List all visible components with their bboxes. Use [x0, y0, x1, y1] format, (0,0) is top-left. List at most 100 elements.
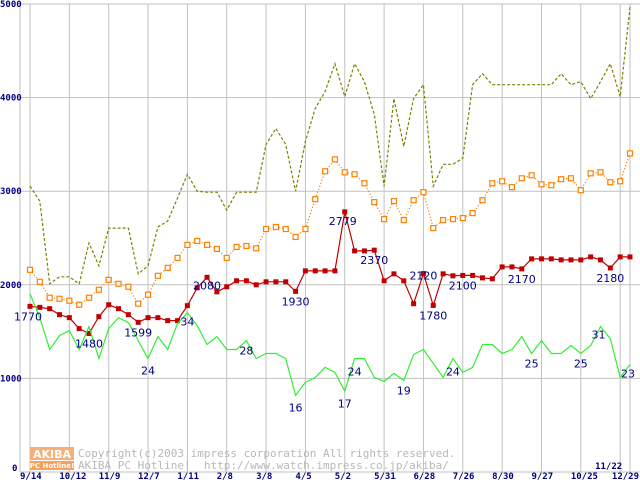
- data-point-min: [224, 284, 230, 290]
- data-point-upper: [341, 169, 348, 176]
- series-line-min: [29, 211, 630, 335]
- data-point-min: [214, 289, 220, 295]
- data-point-min: [27, 303, 33, 309]
- data-point-upper: [135, 300, 142, 307]
- y-tick-label: 0: [12, 464, 17, 474]
- data-point-min: [440, 271, 446, 277]
- data-point-upper: [154, 272, 161, 279]
- data-point-min: [175, 318, 181, 324]
- data-point-min: [332, 268, 338, 274]
- data-point-upper: [489, 180, 496, 187]
- data-point-upper: [56, 295, 63, 302]
- data-point-upper: [292, 233, 299, 241]
- data-point-min: [430, 302, 436, 308]
- x-tick-label: 12/29: [612, 472, 639, 480]
- copyright-text: Copyright(c)2003 impress corporation All…: [78, 447, 456, 460]
- x-tick-label: 11/22: [595, 462, 622, 472]
- x-tick-label: 10/25: [571, 472, 598, 480]
- data-label-min: 1770: [14, 310, 42, 323]
- data-point-upper: [548, 182, 555, 189]
- data-point-min: [411, 301, 417, 307]
- data-point-upper: [400, 217, 407, 224]
- data-point-min: [627, 254, 633, 260]
- data-point-upper: [331, 156, 339, 163]
- data-point-upper: [312, 196, 319, 203]
- data-label-count: 19: [397, 384, 411, 397]
- data-point-min: [283, 279, 289, 285]
- data-point-min: [302, 268, 308, 274]
- data-label-count: 34: [180, 316, 194, 329]
- data-label-min: 2170: [508, 273, 536, 286]
- data-point-upper: [607, 179, 614, 186]
- data-point-min: [204, 274, 210, 280]
- data-point-min: [597, 257, 603, 263]
- logo-text-bottom: PC Hotline!: [30, 462, 74, 470]
- data-label-min: 2180: [596, 272, 624, 285]
- x-tick-label: 4/5: [295, 472, 311, 480]
- data-point-upper: [371, 199, 378, 206]
- data-label-count: 24: [348, 365, 362, 378]
- data-label-count: 24: [446, 365, 460, 378]
- series-line-max: [29, 6, 631, 285]
- data-point-upper: [302, 225, 309, 233]
- data-point-upper: [233, 243, 240, 251]
- data-label-min: 2370: [360, 254, 388, 267]
- data-point-upper: [459, 214, 466, 222]
- x-tick-label: 8/30: [492, 472, 514, 480]
- data-point-min: [401, 278, 407, 284]
- data-point-min: [145, 315, 151, 321]
- data-point-upper: [440, 217, 447, 224]
- data-label-min: 1480: [75, 337, 103, 350]
- data-label-min: 2779: [329, 215, 357, 228]
- data-point-min: [509, 264, 515, 270]
- x-tick-label: 5/2: [335, 472, 351, 480]
- data-point-min: [76, 326, 82, 332]
- data-point-min: [342, 209, 348, 215]
- data-point-min: [263, 279, 269, 285]
- x-tick-label: 2/8: [217, 472, 233, 480]
- data-point-upper: [567, 175, 575, 182]
- data-point-min: [106, 302, 112, 308]
- data-point-min: [66, 315, 72, 321]
- data-label-count: 25: [525, 358, 539, 371]
- x-tick-label: 3/8: [256, 472, 272, 480]
- y-tick-label: 1000: [0, 374, 22, 384]
- data-point-min: [361, 248, 367, 254]
- data-point-upper: [253, 245, 260, 252]
- data-point-upper: [282, 225, 289, 233]
- data-point-min: [165, 318, 171, 324]
- data-point-upper: [518, 175, 525, 182]
- logo-text-top: AKIBA: [33, 448, 72, 461]
- data-point-upper: [26, 266, 34, 273]
- data-point-min: [470, 272, 476, 278]
- logo-box-top: [30, 447, 74, 460]
- data-point-upper: [144, 291, 152, 298]
- data-point-min: [578, 257, 584, 263]
- data-point-min: [253, 282, 259, 288]
- data-point-upper: [617, 178, 624, 185]
- x-tick-label: 12/7: [138, 472, 160, 480]
- data-point-upper: [184, 241, 191, 249]
- data-point-upper: [558, 176, 565, 183]
- data-point-min: [450, 273, 456, 279]
- x-tick-label: 9/27: [531, 472, 553, 480]
- data-point-upper: [587, 170, 594, 177]
- data-point-upper: [115, 280, 122, 287]
- data-point-min: [135, 319, 141, 325]
- data-label-min: 2100: [449, 279, 477, 292]
- data-point-upper: [410, 197, 417, 204]
- data-point-upper: [85, 294, 93, 301]
- data-point-min: [243, 278, 249, 284]
- data-point-upper: [272, 223, 280, 231]
- x-tick-label: 5/31: [374, 472, 396, 480]
- y-tick-label: 2000: [0, 281, 22, 291]
- data-point-min: [529, 256, 535, 262]
- data-labels: 1770 1480 1599 2080 1930 2779 2370 2120 1780 2100…: [14, 215, 635, 414]
- x-tick-label: 9/14: [20, 472, 42, 480]
- data-label-count: 17: [338, 397, 352, 410]
- data-point-min: [607, 265, 613, 271]
- data-point-upper: [105, 276, 112, 283]
- data-point-upper: [380, 215, 388, 223]
- data-point-min: [96, 314, 102, 320]
